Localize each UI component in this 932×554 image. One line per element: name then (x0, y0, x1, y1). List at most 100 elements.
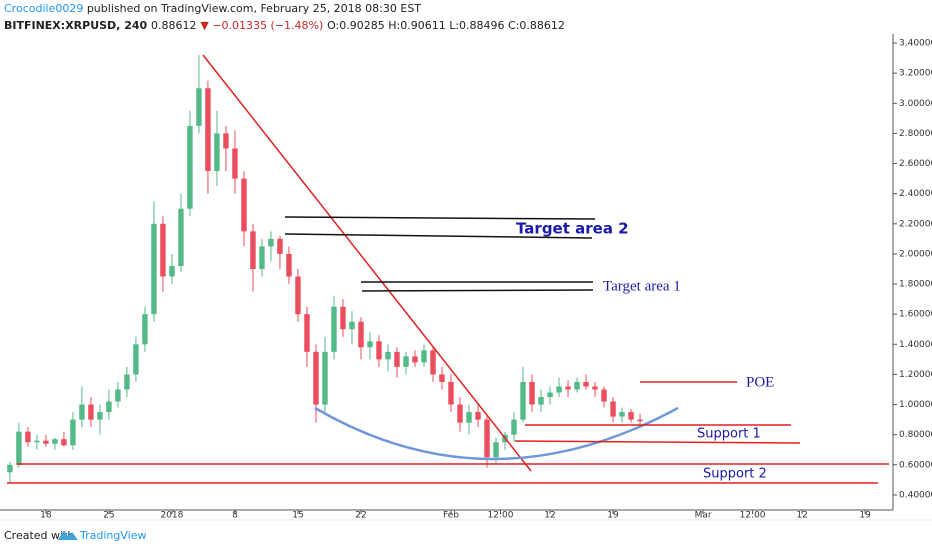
annotation: POE (746, 374, 774, 390)
candle-body (151, 223, 157, 315)
candle-body (295, 276, 301, 315)
published: published on TradingView.com, February 2… (83, 2, 421, 15)
candle-body (70, 419, 76, 446)
annotation: Support 2 (703, 467, 767, 482)
candle-body (574, 381, 580, 390)
change: ▼ −0.01335 (−1.48%) (200, 19, 323, 32)
candle-body (556, 386, 562, 393)
candle-body (619, 412, 625, 417)
candle-body (538, 397, 544, 405)
x-tick-label: Feb (443, 511, 459, 521)
ohlc: O:0.90285 H:0.90611 L:0.88496 C:0.88612 (327, 19, 565, 32)
x-tick-label: 22 (355, 511, 366, 521)
candle-body (367, 341, 373, 348)
candle-body (313, 351, 319, 405)
y-tick-label: 1.00000 (899, 400, 932, 410)
candle-body (286, 253, 292, 277)
header-line-2: BITFINEX:XRPUSD, 240 0.88612 ▼ −0.01335 … (4, 19, 565, 32)
y-tick-label: 2.00000 (899, 249, 932, 259)
candle-body (457, 404, 463, 423)
candle-body (232, 148, 238, 179)
candle-body (106, 401, 112, 413)
y-tick-label: 3.00000 (899, 99, 932, 109)
target-1-line (361, 289, 594, 292)
x-tick-label: 25 (103, 511, 114, 521)
candle-body (187, 125, 193, 209)
trend-line (202, 54, 532, 472)
y-tick-label: 0.80000 (899, 430, 932, 440)
candle-body (385, 351, 391, 360)
last: 0.88612 (151, 19, 197, 32)
candle-body (637, 419, 643, 422)
candle-body (43, 440, 49, 444)
candle-body (250, 231, 256, 269)
target-2-line (284, 233, 593, 239)
candle-body (277, 238, 283, 254)
header-line-1: Crocodile0029 published on TradingView.c… (4, 2, 421, 15)
author[interactable]: Crocodile0029 (4, 2, 83, 15)
candle-body (88, 404, 94, 420)
candle-body (268, 238, 274, 247)
candle-body (115, 389, 121, 402)
candle-body (241, 178, 247, 232)
candles (7, 55, 643, 483)
candle-body (7, 464, 13, 473)
candle-body (97, 412, 103, 420)
candle-body (142, 314, 148, 345)
footer-brand[interactable]: TradingView (79, 529, 146, 542)
x-tick-label: 12 (796, 511, 807, 521)
support-1-line (514, 440, 801, 444)
y-tick-label: 1.80000 (899, 280, 932, 290)
candle-body (196, 88, 202, 126)
candle-body (529, 381, 535, 405)
drawings: Target area 2 Target area 1 POE Support … (7, 54, 889, 484)
y-tick-label: 2.20000 (899, 219, 932, 229)
x-tick-label: 18 (40, 511, 52, 521)
candle-body (349, 321, 355, 330)
candle-body (205, 88, 211, 172)
candle-body (169, 265, 175, 277)
candle-body (448, 381, 454, 405)
candle-body (403, 356, 409, 367)
candle-body (16, 431, 22, 465)
x-tick-label: 12:00 (488, 511, 514, 521)
candle-body (601, 389, 607, 402)
candle-body (484, 419, 490, 458)
footer-created: Created with (4, 529, 74, 542)
candle-body (466, 412, 472, 423)
candle-body (223, 133, 229, 149)
x-tick-label: 15 (292, 511, 303, 521)
x-tick-label: 12 (544, 511, 555, 521)
candle-body (133, 344, 139, 375)
candle-body (439, 374, 445, 382)
candle-body (475, 412, 481, 420)
candle-body (430, 350, 436, 375)
candle-body (304, 314, 310, 352)
candle-body (376, 341, 382, 360)
target-2-line (284, 216, 596, 220)
candle-body (259, 246, 265, 269)
x-tick-label: 8 (232, 511, 238, 521)
candle-body (25, 431, 31, 443)
x-tick-label: Mar (695, 511, 712, 521)
candle-body (340, 306, 346, 330)
annotation: Target area 1 (603, 278, 681, 294)
x-tick-label: 19 (859, 511, 871, 521)
candle-body (358, 321, 364, 348)
candle-body (52, 439, 58, 444)
annotation: Support 1 (697, 427, 761, 442)
candle-body (124, 374, 130, 390)
candle-body (520, 381, 526, 420)
candle-body (322, 351, 328, 405)
candle-body (592, 386, 598, 390)
candle-body (628, 412, 634, 420)
support-arc (314, 406, 679, 461)
y-tick-label: 2.80000 (899, 129, 932, 139)
